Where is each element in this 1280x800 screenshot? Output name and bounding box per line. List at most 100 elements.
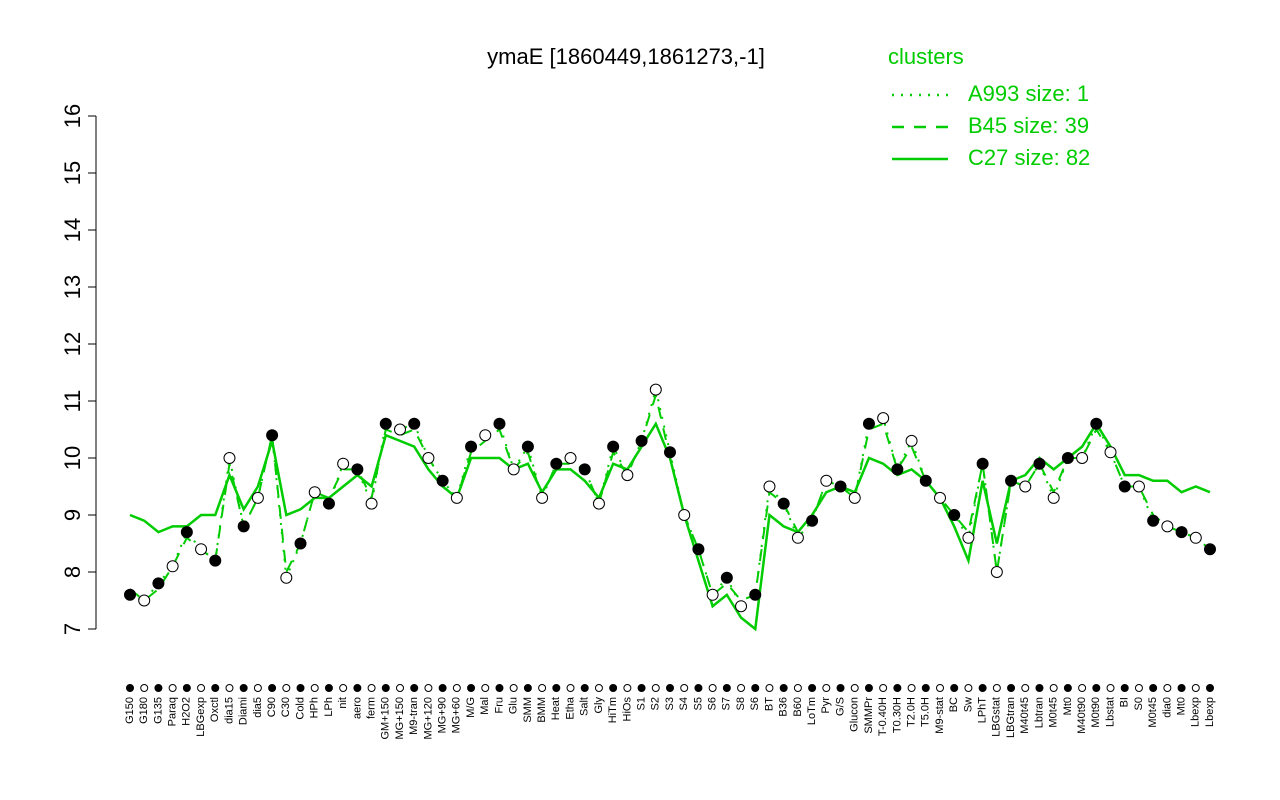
x-dot bbox=[481, 684, 490, 692]
data-point bbox=[166, 560, 179, 573]
data-point bbox=[322, 497, 335, 510]
data-point bbox=[749, 588, 762, 601]
x-dot bbox=[424, 684, 433, 692]
x-tick-label: LBGtran bbox=[1005, 697, 1017, 738]
x-tick-label: HiTm bbox=[607, 697, 619, 723]
x-dot bbox=[168, 684, 177, 692]
x-tick-label: B36 bbox=[778, 697, 790, 717]
x-tick-label: M9-stat bbox=[934, 697, 946, 734]
x-dot bbox=[808, 684, 817, 692]
x-tick-label: S1 bbox=[635, 697, 647, 710]
data-point bbox=[1047, 491, 1060, 504]
data-point bbox=[394, 423, 406, 436]
x-tick-label: BT bbox=[763, 697, 775, 711]
x-tick-label: C90 bbox=[266, 697, 278, 717]
x-dot bbox=[495, 684, 504, 692]
x-tick-label: aero bbox=[351, 697, 363, 719]
x-tick-label: GM+150 bbox=[380, 697, 392, 740]
x-tick-label: S5 bbox=[692, 697, 704, 710]
x-dot bbox=[154, 684, 163, 692]
data-point bbox=[834, 480, 847, 493]
x-dot bbox=[765, 684, 774, 692]
x-dot bbox=[538, 684, 547, 692]
x-dot bbox=[1106, 684, 1115, 692]
x-dot bbox=[651, 684, 660, 692]
x-tick-label: dia5 bbox=[252, 697, 264, 718]
x-tick-label: HPh bbox=[309, 697, 321, 718]
x-tick-label: S6 bbox=[707, 697, 719, 710]
x-tick-label: dia15 bbox=[223, 697, 235, 724]
x-tick-label: Paraq bbox=[167, 697, 179, 726]
y-tick-label: 16 bbox=[60, 104, 85, 128]
y-tick-label: 12 bbox=[60, 332, 85, 356]
data-point bbox=[337, 457, 350, 470]
x-tick-label: M0t90 bbox=[1090, 697, 1102, 728]
data-point bbox=[550, 457, 563, 470]
data-point bbox=[152, 577, 165, 590]
x-tick-label: Lbexp bbox=[1204, 697, 1216, 727]
x-dot bbox=[580, 684, 589, 692]
x-dot bbox=[1078, 684, 1087, 692]
x-dot bbox=[1134, 684, 1143, 692]
x-tick-label: T2.0H bbox=[905, 697, 917, 727]
data-point bbox=[536, 491, 549, 504]
data-point bbox=[308, 486, 321, 499]
x-dot bbox=[1063, 684, 1072, 692]
data-point bbox=[678, 509, 691, 521]
x-tick-label: nit bbox=[337, 697, 349, 709]
x-dot bbox=[950, 684, 959, 692]
data-point bbox=[450, 491, 463, 504]
data-point bbox=[1161, 520, 1174, 533]
legend-label: A993 size: 1 bbox=[968, 81, 1089, 106]
x-dot bbox=[467, 684, 476, 692]
x-dot bbox=[523, 684, 532, 692]
x-tick-label: T5.0H bbox=[920, 697, 932, 727]
x-tick-label: dia0 bbox=[1161, 697, 1173, 718]
x-dot bbox=[893, 684, 902, 692]
x-tick-label: G/S bbox=[834, 697, 846, 716]
x-tick-label: Lbstat bbox=[1104, 697, 1116, 727]
x-dot bbox=[211, 684, 220, 692]
x-dot bbox=[396, 684, 404, 692]
data-point bbox=[266, 429, 279, 442]
data-point bbox=[592, 497, 605, 510]
data-point bbox=[1132, 480, 1145, 493]
x-tick-label: Lbexp bbox=[1190, 697, 1202, 727]
x-dot bbox=[339, 684, 348, 692]
x-dot bbox=[1021, 684, 1030, 692]
x-tick-label: M/G bbox=[465, 697, 477, 718]
data-point bbox=[777, 497, 790, 510]
data-point bbox=[891, 463, 904, 476]
x-tick-label: HiOs bbox=[621, 697, 633, 722]
x-tick-label: S0 bbox=[1133, 697, 1145, 710]
y-tick-label: 7 bbox=[60, 623, 85, 635]
x-dot bbox=[310, 684, 319, 692]
x-dot bbox=[637, 684, 646, 692]
x-tick-label: G150 bbox=[124, 697, 136, 724]
x-tick-label: BC bbox=[948, 697, 960, 712]
x-tick-label: S2 bbox=[650, 697, 662, 710]
data-point bbox=[180, 526, 193, 539]
x-dot bbox=[1191, 684, 1200, 692]
x-dot bbox=[225, 684, 234, 692]
x-dot bbox=[410, 684, 419, 692]
x-dot bbox=[879, 684, 888, 692]
x-dot bbox=[992, 684, 1001, 692]
x-dot bbox=[964, 684, 973, 692]
x-tick-label: G180 bbox=[138, 697, 150, 724]
x-dot bbox=[197, 684, 206, 692]
data-point bbox=[621, 469, 634, 482]
legend-label: C27 size: 82 bbox=[968, 145, 1090, 170]
data-point bbox=[962, 531, 975, 544]
x-tick-label: Gly bbox=[593, 697, 605, 714]
x-dot bbox=[566, 684, 575, 692]
x-tick-label: Sw bbox=[962, 697, 974, 712]
x-dot bbox=[822, 684, 831, 692]
x-dot bbox=[978, 684, 987, 692]
data-point bbox=[862, 417, 875, 430]
data-point bbox=[1090, 417, 1103, 430]
chart-title: ymaE [1860449,1861273,-1] bbox=[487, 44, 765, 69]
data-point bbox=[379, 417, 392, 430]
data-point bbox=[806, 514, 819, 527]
x-dot bbox=[296, 684, 305, 692]
